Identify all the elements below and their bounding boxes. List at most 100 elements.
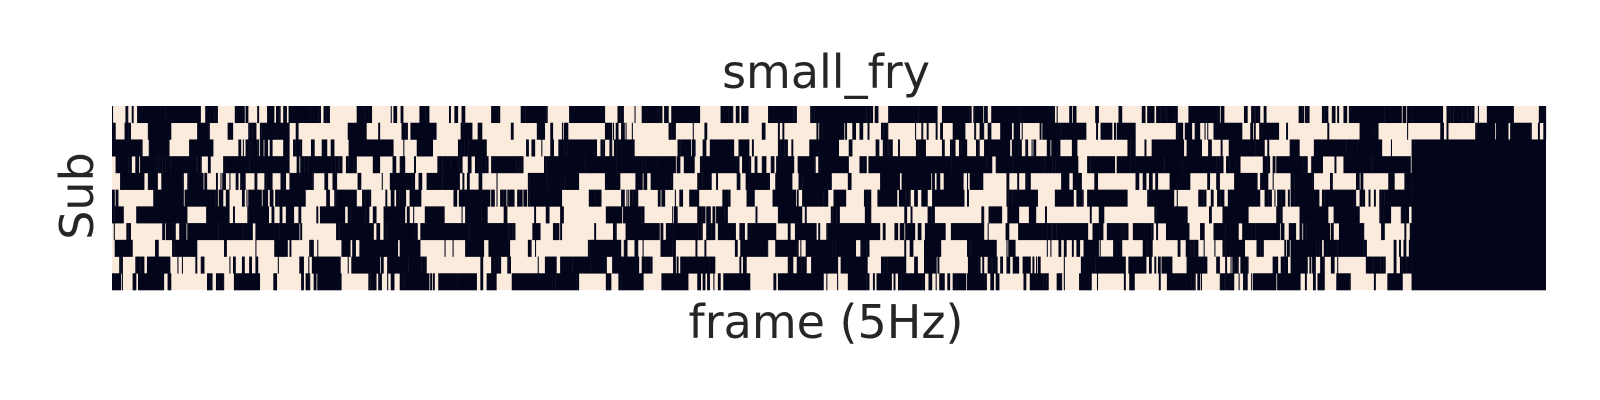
heatmap-cell-run xyxy=(935,122,938,140)
heatmap-cell-run xyxy=(1224,273,1226,291)
heatmap-cell-run xyxy=(848,139,853,157)
heatmap-cell-run xyxy=(181,256,183,274)
heatmap-cell-run xyxy=(1052,223,1056,241)
heatmap-cell-run xyxy=(1095,106,1099,124)
heatmap-cell-run xyxy=(271,206,275,224)
heatmap-cell-run xyxy=(1510,122,1531,140)
heatmap-cell-run xyxy=(1383,256,1386,274)
heatmap-cell-run xyxy=(1131,273,1135,291)
heatmap-cell-run xyxy=(992,256,996,274)
heatmap-cell-run xyxy=(182,223,187,241)
heatmap-cell-run xyxy=(742,256,747,274)
heatmap-cell-run xyxy=(932,189,965,207)
heatmap-cell-run xyxy=(1234,172,1258,190)
heatmap-cell-run xyxy=(223,156,225,174)
heatmap-cell-run xyxy=(330,139,333,157)
heatmap-cell-run xyxy=(378,122,381,140)
heatmap-cell-run xyxy=(1017,172,1020,190)
heatmap-cell-run xyxy=(1060,122,1087,140)
heatmap-cell-run xyxy=(801,256,805,274)
heatmap-cell-run xyxy=(1013,122,1017,140)
heatmap-cell-run xyxy=(630,189,633,207)
heatmap-cell-run xyxy=(1069,106,1073,124)
heatmap-cell-run xyxy=(832,239,836,257)
heatmap-cell-run xyxy=(298,206,302,224)
heatmap-cell-run xyxy=(277,122,290,140)
heatmap-cell-run xyxy=(1401,206,1406,224)
heatmap-cell-run xyxy=(1247,256,1249,274)
heatmap-cell-run xyxy=(248,189,252,207)
heatmap-cell-run xyxy=(316,206,319,224)
heatmap-cell-run xyxy=(517,189,520,207)
heatmap-cell-run xyxy=(198,156,201,174)
heatmap-cell-run xyxy=(1025,172,1028,190)
heatmap-cell-run xyxy=(1008,239,1012,257)
heatmap-cell-run xyxy=(790,256,792,274)
heatmap-cell-run xyxy=(308,156,332,174)
heatmap-cell-run xyxy=(1158,106,1161,124)
heatmap-cell-run xyxy=(613,122,615,140)
heatmap-cell-run xyxy=(546,106,548,124)
heatmap-cell-run xyxy=(725,189,729,207)
heatmap-cell-run xyxy=(1039,122,1042,140)
heatmap-cell-run xyxy=(466,273,477,291)
heatmap-cell-run xyxy=(241,189,245,207)
heatmap-cell-run xyxy=(617,106,621,124)
heatmap-cell-run xyxy=(148,122,172,140)
heatmap-cell-run xyxy=(1225,223,1239,241)
heatmap-cell-run xyxy=(1370,156,1372,174)
heatmap-cell-run xyxy=(701,156,740,174)
heatmap-cell-run xyxy=(699,273,701,291)
heatmap-cell-run xyxy=(870,206,872,224)
heatmap-cell-run xyxy=(1186,256,1208,274)
heatmap-cell-run xyxy=(1225,273,1228,291)
heatmap-cell-run xyxy=(789,256,791,274)
heatmap-cell-run xyxy=(802,172,831,190)
heatmap-cell-run xyxy=(461,206,463,224)
heatmap-cell-run xyxy=(902,223,905,241)
heatmap-cell-run xyxy=(1147,189,1149,207)
heatmap-cell-run xyxy=(276,122,278,140)
heatmap-cell-run xyxy=(1543,122,1547,140)
heatmap-cell-run xyxy=(1347,139,1358,157)
heatmap-cell-run xyxy=(762,156,766,174)
heatmap-cell-run xyxy=(302,156,305,174)
heatmap-cell-run xyxy=(621,273,644,291)
heatmap-cell-run xyxy=(1399,256,1403,274)
heatmap-cell-run xyxy=(400,156,403,174)
heatmap-cell-run xyxy=(1372,256,1375,274)
heatmap-cell-run xyxy=(243,223,253,241)
heatmap-cell-run xyxy=(695,189,700,207)
heatmap-cell-run xyxy=(566,122,569,140)
heatmap-cell-run xyxy=(167,273,172,291)
heatmap-missing-block xyxy=(1411,189,1546,207)
heatmap-missing-block xyxy=(1411,256,1546,274)
heatmap-cell-run xyxy=(1042,122,1061,140)
heatmap-cell-run xyxy=(552,273,554,291)
heatmap-cell-run xyxy=(1530,122,1532,140)
heatmap-cell-run xyxy=(521,156,524,174)
heatmap-cell-run xyxy=(1161,106,1166,124)
heatmap-cell-run xyxy=(699,223,701,241)
heatmap-cell-run xyxy=(1028,206,1033,224)
heatmap-cell-run xyxy=(1273,156,1276,174)
heatmap-cell-run xyxy=(419,106,424,124)
heatmap-cell-run xyxy=(158,156,160,174)
heatmap-cell-run xyxy=(393,273,395,291)
heatmap-cell-run xyxy=(823,189,826,207)
heatmap-cell-run xyxy=(660,223,664,241)
heatmap-cell-run xyxy=(1190,239,1194,257)
heatmap-cell-run xyxy=(924,139,926,157)
heatmap-cell-run xyxy=(1166,156,1183,174)
heatmap-cell-run xyxy=(1054,139,1058,157)
heatmap-cell-run xyxy=(814,106,834,124)
heatmap-cell-run xyxy=(441,206,445,224)
heatmap-cell-run xyxy=(353,156,356,174)
heatmap-cell-run xyxy=(704,239,707,257)
heatmap-cell-run xyxy=(860,239,862,257)
heatmap-cell-run xyxy=(1254,106,1256,124)
heatmap-cell-run xyxy=(362,189,366,207)
heatmap-cell-run xyxy=(1167,106,1172,124)
heatmap-cell-run xyxy=(969,106,972,124)
heatmap-cell-run xyxy=(541,122,546,140)
